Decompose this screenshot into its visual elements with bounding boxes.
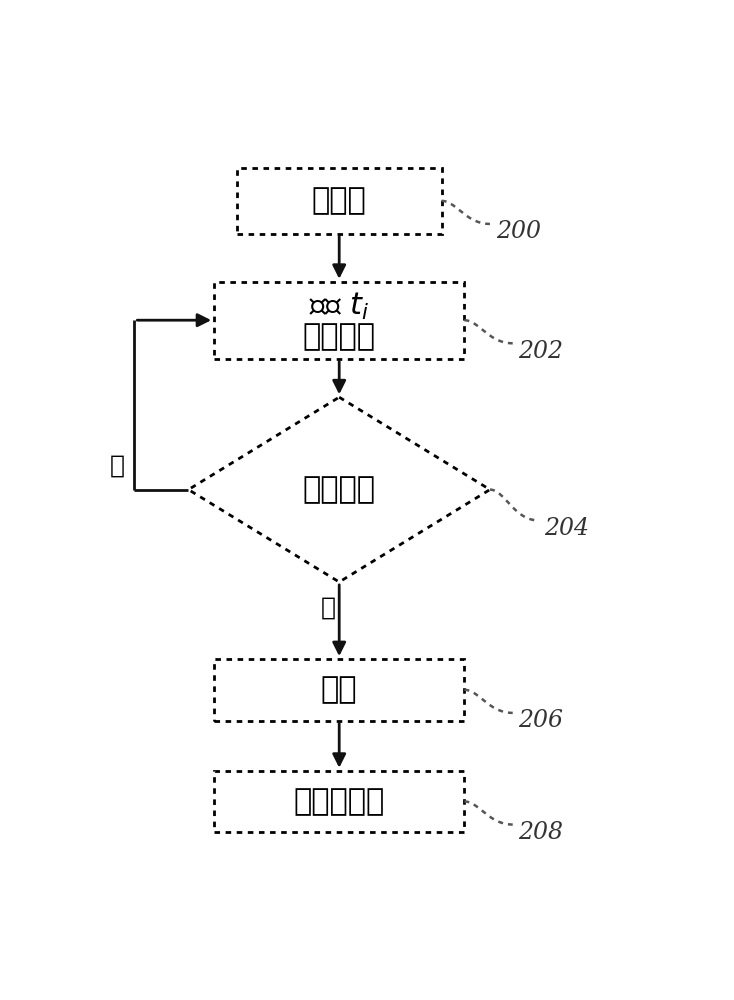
- Text: 208: 208: [518, 821, 564, 844]
- Bar: [214, 282, 465, 359]
- Text: 200: 200: [495, 220, 541, 243]
- Text: 否: 否: [320, 596, 335, 620]
- Text: 最优光输出: 最优光输出: [294, 787, 385, 816]
- Bar: [214, 659, 465, 721]
- Text: 确定 $t_i$: 确定 $t_i$: [309, 291, 369, 322]
- Text: 是: 是: [110, 454, 125, 478]
- Bar: [214, 771, 465, 832]
- Text: 202: 202: [518, 340, 564, 362]
- Text: 校准: 校准: [321, 675, 357, 704]
- Text: 并且监测: 并且监测: [302, 323, 376, 352]
- Text: 初始化: 初始化: [312, 186, 366, 215]
- Text: 204: 204: [544, 517, 589, 540]
- Bar: [237, 168, 442, 234]
- Polygon shape: [189, 397, 490, 582]
- Text: 改变确定: 改变确定: [302, 475, 376, 504]
- Text: 206: 206: [518, 709, 564, 732]
